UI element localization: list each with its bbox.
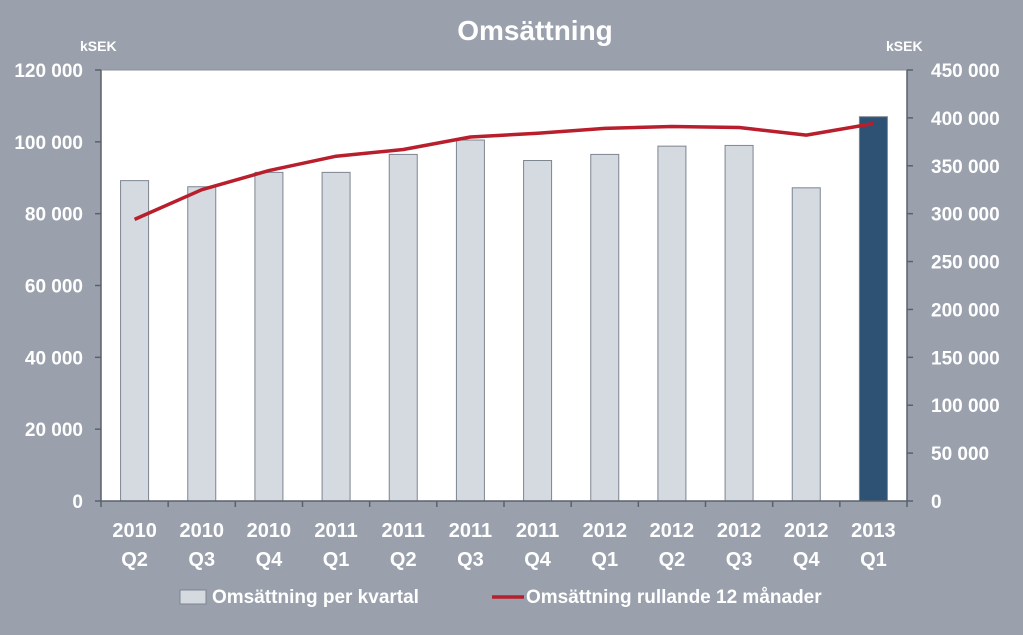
bar: [120, 180, 150, 502]
x-tick-label-year: 2012: [784, 520, 829, 542]
y-left-tick-label: 100 000: [14, 133, 83, 154]
x-tick-label-quarter: Q1: [323, 549, 350, 571]
y-right-tick-label: 400 000: [931, 109, 1000, 130]
bar: [254, 171, 284, 502]
y-right-tick-label: 150 000: [931, 348, 1000, 369]
y-right-tick-label: 450 000: [931, 61, 1000, 82]
y-right-tick-label: 100 000: [931, 396, 1000, 417]
legend: Omsättning per kvartal Omsättning rulland…: [179, 587, 822, 608]
bar: [657, 145, 687, 502]
x-tick-label-quarter: Q1: [591, 549, 618, 571]
x-tick-label-year: 2011: [382, 520, 425, 542]
x-tick-label-year: 2012: [717, 520, 762, 542]
y-left-tick-label: 20 000: [25, 420, 83, 441]
y-left-tick-label: 80 000: [25, 205, 83, 226]
bar: [724, 144, 754, 502]
y-left-tick-label: 60 000: [25, 277, 83, 298]
y-right-unit: kSEK: [886, 38, 923, 54]
x-tick-label-quarter: Q1: [860, 549, 887, 571]
x-tick-label-year: 2011: [516, 520, 559, 542]
x-tick-label-quarter: Q3: [726, 549, 753, 571]
y-right-tick-label: 50 000: [931, 444, 989, 465]
bar: [388, 153, 418, 502]
y-right-tick-label: 250 000: [931, 253, 1000, 274]
bar: [791, 187, 821, 502]
y-left-unit: kSEK: [80, 38, 117, 54]
x-tick-label-year: 2010: [180, 520, 225, 542]
x-tick-label-year: 2011: [314, 520, 357, 542]
chart-title: Omsättning: [457, 15, 613, 46]
bar: [455, 139, 485, 502]
y-right-tick-label: 350 000: [931, 157, 1000, 178]
x-tick-label-year: 2010: [112, 520, 157, 542]
line-group: [133, 121, 874, 222]
y-right-tick-label: 200 000: [931, 300, 1000, 321]
y-left-tick-label: 0: [72, 492, 83, 513]
y-right-tick-label: 300 000: [931, 205, 1000, 226]
bars-group: [120, 116, 888, 502]
legend-bar-label: Omsättning per kvartal: [212, 587, 419, 608]
rolling-12-months-line: [133, 121, 874, 222]
bar: [321, 171, 351, 502]
y-left-tick-label: 40 000: [25, 348, 83, 369]
x-tick-label-quarter: Q4: [793, 549, 821, 571]
x-tick-label-year: 2010: [247, 520, 292, 542]
x-tick-label-quarter: Q2: [121, 549, 148, 571]
bar: [590, 153, 620, 502]
x-tick-label-quarter: Q2: [390, 549, 417, 571]
bar: [523, 160, 553, 502]
plot-area: [100, 69, 908, 502]
y-right-tick-label: 0: [931, 492, 942, 513]
bar: [187, 186, 217, 502]
x-tick-label-year: 2013: [851, 520, 896, 542]
x-tick-label-quarter: Q3: [188, 549, 215, 571]
x-tick-label-year: 2011: [449, 520, 492, 542]
y-left-tick-label: 120 000: [14, 61, 83, 82]
x-tick-label-quarter: Q4: [256, 549, 284, 571]
x-tick-label-year: 2012: [583, 520, 628, 542]
legend-bar-swatch: [179, 589, 207, 605]
legend-line-label: Omsättning rullande 12 månader: [526, 587, 822, 608]
x-tick-label-quarter: Q3: [457, 549, 484, 571]
x-tick-label-quarter: Q2: [659, 549, 686, 571]
bar: [858, 116, 888, 502]
x-tick-label-quarter: Q4: [524, 549, 552, 571]
x-tick-label-year: 2012: [650, 520, 695, 542]
axes-group: 0 20 000 40 000 60 000 80 000 100 000 120 000 0…: [14, 61, 999, 571]
